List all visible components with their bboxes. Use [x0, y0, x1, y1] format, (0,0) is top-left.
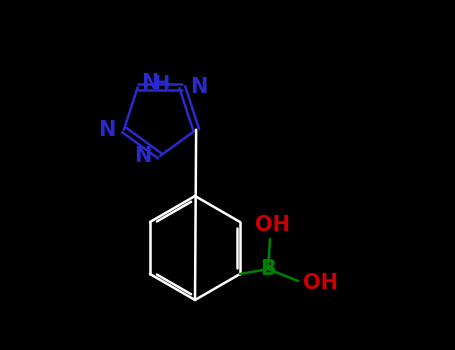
Text: N: N	[141, 73, 158, 93]
Text: OH: OH	[303, 273, 338, 293]
Text: H: H	[154, 74, 170, 93]
Text: B: B	[260, 259, 276, 279]
Text: N: N	[135, 146, 152, 166]
Text: OH: OH	[254, 215, 289, 235]
Text: N: N	[98, 120, 116, 140]
Text: N: N	[190, 77, 208, 97]
